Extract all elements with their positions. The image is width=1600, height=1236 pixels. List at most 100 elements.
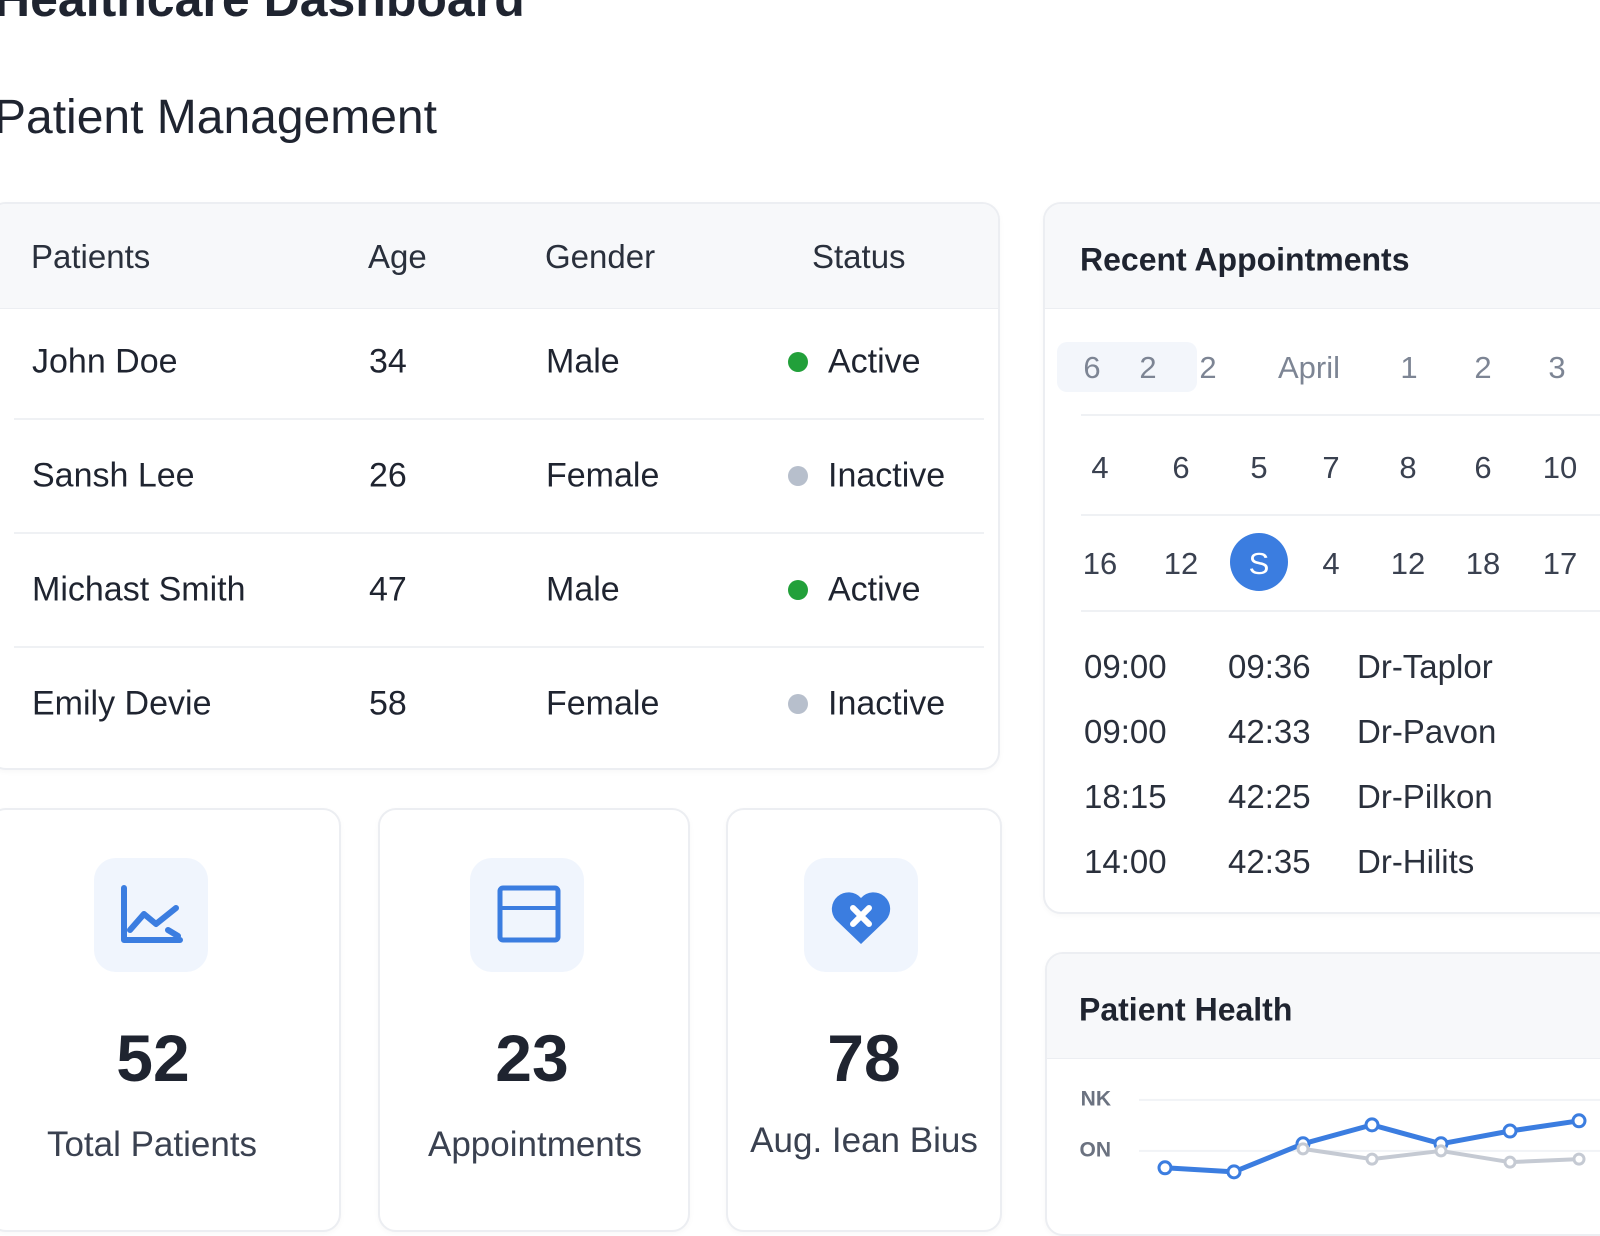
- calendar-day: 2: [1474, 350, 1492, 385]
- status-text: Inactive: [828, 684, 946, 723]
- health-chart: NK ON: [1080, 1087, 1600, 1180]
- row-divider: [14, 418, 984, 420]
- row-divider: [14, 532, 984, 534]
- point: [1296, 1142, 1310, 1156]
- calendar-divider: [1081, 514, 1600, 516]
- cell: Female: [546, 456, 660, 495]
- appointment-cell: 42:25: [1228, 778, 1311, 815]
- appointment-cell: 14:00: [1084, 843, 1167, 880]
- column-header: Age: [368, 238, 427, 275]
- stat-label: Appointments: [427, 1125, 643, 1164]
- patient-table: Patients Age Gender Status John Doe 34 Male Act…: [0, 202, 1000, 770]
- cell: Michast Smith: [32, 570, 246, 609]
- selected-day: [1230, 533, 1288, 591]
- calendar-day: 6: [1474, 450, 1492, 485]
- cell: 47: [369, 570, 407, 609]
- card-header: [1047, 954, 1600, 1059]
- point: [1502, 1123, 1518, 1139]
- point: [1571, 1113, 1587, 1129]
- stat-value: 23: [495, 1021, 569, 1095]
- status-dot: [788, 352, 808, 372]
- calendar-day: 2: [1139, 350, 1157, 385]
- point: [1226, 1164, 1242, 1180]
- calendar-divider: [1081, 414, 1600, 416]
- point: [1572, 1152, 1586, 1166]
- calendar-day: April: [1277, 350, 1341, 385]
- cell: 34: [369, 342, 407, 381]
- cell: 58: [369, 684, 407, 723]
- section-title: Patient Management: [0, 91, 437, 144]
- cell: Sansh Lee: [32, 456, 195, 495]
- health-card: Patient Health NK ON: [1045, 952, 1600, 1236]
- appointment-cell: Dr-Taplor: [1357, 648, 1493, 685]
- row-divider: [14, 646, 984, 648]
- point: [1365, 1152, 1379, 1166]
- stat-value: 52: [116, 1021, 190, 1095]
- cell: Female: [546, 684, 660, 723]
- stat-icon: [470, 858, 584, 972]
- cell: John Doe: [32, 342, 178, 381]
- appointment-cell: Dr-Pavon: [1357, 713, 1497, 750]
- calendar-day: 6: [1083, 350, 1101, 385]
- appointment-cell: 42:33: [1228, 713, 1311, 750]
- appointment-cell: Dr-Pilkon: [1357, 778, 1493, 815]
- calendar-day: 2: [1199, 350, 1217, 385]
- appointment-cell: 09:00: [1084, 713, 1167, 750]
- card-title: Patient Health: [1079, 991, 1293, 1028]
- stat-label: Total Patients: [46, 1125, 258, 1164]
- calendar-day: 8: [1399, 450, 1417, 485]
- stat-icon: [94, 858, 208, 972]
- status-dot: [788, 466, 808, 486]
- calendar-icon: [497, 885, 561, 943]
- point: [1157, 1160, 1173, 1176]
- status-dot: [788, 580, 808, 600]
- stat-label: Aug. Iean Bius: [750, 1121, 978, 1160]
- appointment-cell: 09:36: [1228, 648, 1311, 685]
- status-text: Inactive: [828, 456, 946, 495]
- calendar-day: S: [1248, 546, 1270, 581]
- table-header: [0, 204, 998, 309]
- cell: Emily Devie: [32, 684, 212, 723]
- column-header: Gender: [545, 238, 656, 275]
- calendar-day: 18: [1465, 546, 1501, 581]
- page-title: Healthcare Dashboard: [0, 0, 525, 28]
- calendar-day: 1: [1400, 350, 1418, 385]
- status-text: Active: [828, 342, 921, 381]
- column-header: Status: [812, 238, 906, 275]
- y-tick-label: NK: [1081, 1087, 1111, 1110]
- calendar-day: 7: [1322, 450, 1340, 485]
- point: [1503, 1155, 1517, 1169]
- cell: Male: [546, 342, 620, 381]
- calendar-highlight: [1057, 342, 1197, 392]
- calendar-day: 4: [1322, 546, 1340, 581]
- calendar-day: 5: [1250, 450, 1268, 485]
- cell: Male: [546, 570, 620, 609]
- appointments-card: Recent Appointments 6 2 2 April 1 2 3 4 6 5 7 8 6 10 1…: [1043, 202, 1600, 914]
- calendar-day: 3: [1548, 350, 1566, 385]
- appointment-cell: 09:00: [1084, 648, 1167, 685]
- card-header: [1045, 204, 1600, 309]
- calendar-day: 12: [1390, 546, 1426, 581]
- calendar-day: 12: [1163, 546, 1199, 581]
- point: [1364, 1117, 1380, 1133]
- calendar-day: 4: [1091, 450, 1109, 485]
- appointment-cell: 42:35: [1228, 843, 1311, 880]
- cell: 26: [369, 456, 407, 495]
- y-tick-label: ON: [1080, 1138, 1112, 1161]
- column-header: Patients: [31, 238, 151, 275]
- appointment-cell: Dr-Hilits: [1357, 843, 1475, 880]
- stat-value: 78: [827, 1021, 901, 1095]
- card-title: Recent Appointments: [1080, 241, 1410, 278]
- status-text: Active: [828, 570, 921, 609]
- stat-card: 52 Total Patients: [0, 808, 341, 1232]
- point: [1434, 1144, 1448, 1158]
- appointment-cell: 18:15: [1084, 778, 1167, 815]
- stat-icon: [804, 858, 918, 972]
- stat-card: 78 Aug. Iean Bius: [726, 808, 1002, 1232]
- calendar-day: 17: [1542, 546, 1578, 581]
- calendar-day: 16: [1082, 546, 1118, 581]
- calendar-day: 6: [1172, 450, 1190, 485]
- chart-icon: [121, 885, 183, 943]
- stat-card: 23 Appointments: [378, 808, 690, 1232]
